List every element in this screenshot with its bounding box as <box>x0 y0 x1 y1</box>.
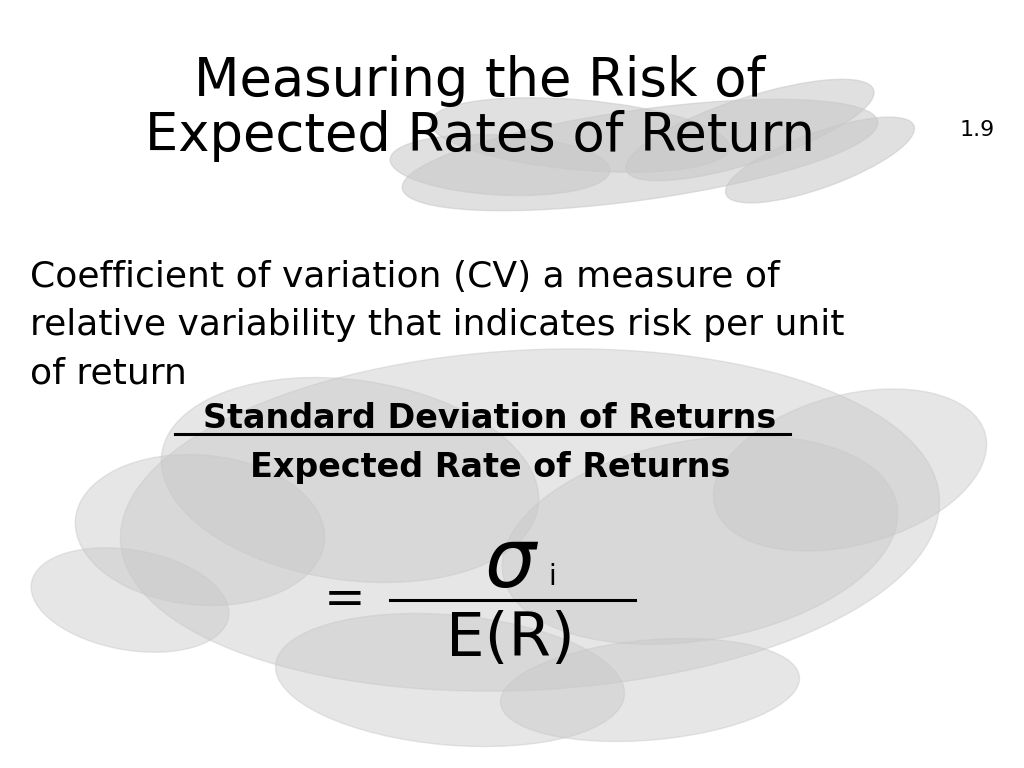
Text: σ: σ <box>484 526 536 604</box>
Ellipse shape <box>275 614 625 746</box>
Text: Measuring the Risk of: Measuring the Risk of <box>195 55 766 107</box>
Ellipse shape <box>503 435 898 644</box>
Ellipse shape <box>726 118 914 203</box>
Text: 1.9: 1.9 <box>959 120 995 140</box>
Text: Standard Deviation of Returns: Standard Deviation of Returns <box>204 402 776 435</box>
Text: =: = <box>325 576 366 624</box>
Ellipse shape <box>390 134 610 196</box>
Ellipse shape <box>430 98 729 172</box>
Ellipse shape <box>162 378 539 582</box>
Text: Coefficient of variation (CV) a measure of: Coefficient of variation (CV) a measure … <box>30 260 779 294</box>
Text: i: i <box>548 563 556 591</box>
Text: Expected Rate of Returns: Expected Rate of Returns <box>250 452 730 485</box>
Text: relative variability that indicates risk per unit: relative variability that indicates risk… <box>30 308 845 342</box>
Text: Expected Rates of Return: Expected Rates of Return <box>145 110 815 162</box>
Ellipse shape <box>714 389 986 551</box>
Ellipse shape <box>76 455 325 605</box>
Ellipse shape <box>626 79 874 180</box>
Ellipse shape <box>501 638 800 741</box>
Text: of return: of return <box>30 356 186 390</box>
Ellipse shape <box>402 99 878 210</box>
Text: E(R): E(R) <box>445 611 574 670</box>
Ellipse shape <box>31 548 228 652</box>
Ellipse shape <box>121 349 940 691</box>
